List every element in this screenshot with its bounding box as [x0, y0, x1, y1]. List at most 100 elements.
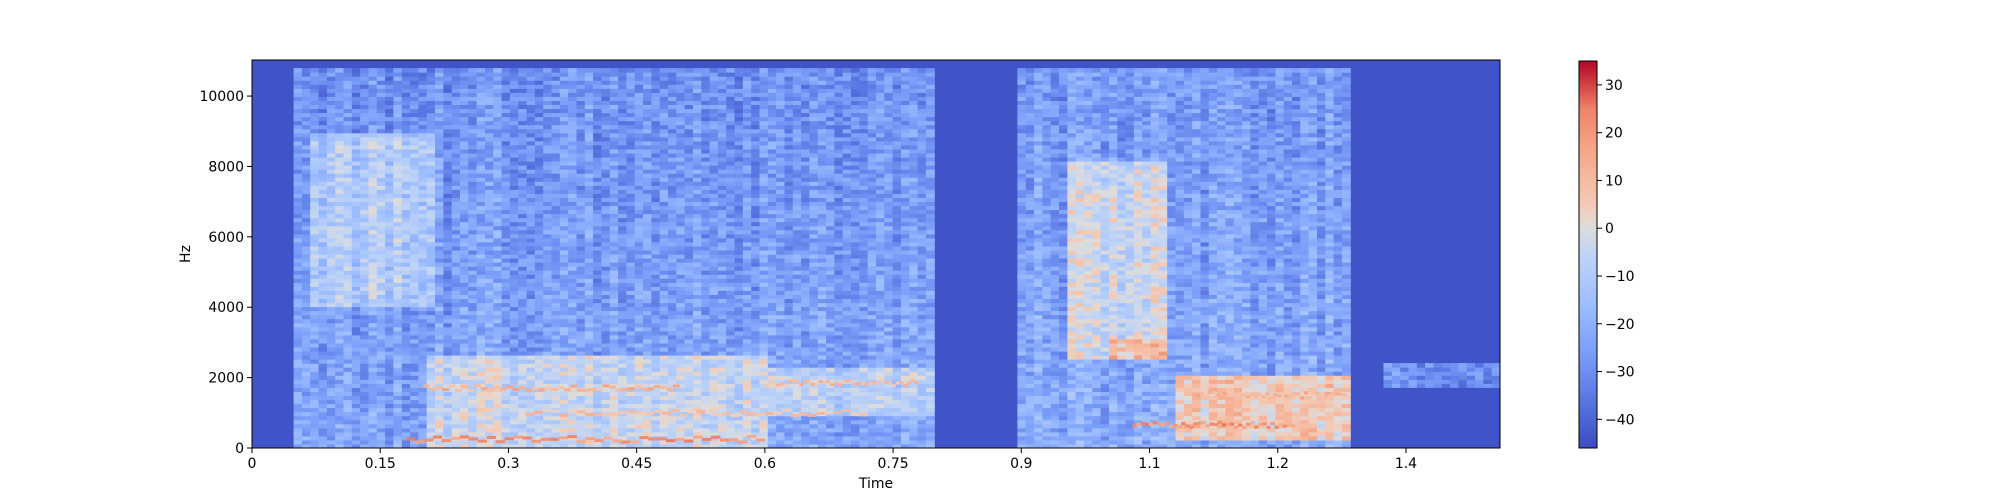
- spectrogram-cell: [601, 201, 611, 207]
- spectrogram-cell: [601, 92, 611, 97]
- spectrogram-cell: [693, 104, 702, 110]
- spectrogram-cell: [318, 411, 328, 417]
- spectrogram-cell: [668, 371, 677, 376]
- spectrogram-cell: [693, 278, 702, 283]
- spectrogram-cell: [468, 116, 478, 122]
- spectrogram-cell: [418, 148, 428, 154]
- spectrogram-cell: [318, 120, 328, 126]
- spectrogram-cell: [717, 197, 727, 202]
- spectrogram-cell: [385, 68, 394, 73]
- spectrogram-cell: [726, 80, 736, 85]
- spectrogram-cell: [701, 444, 711, 448]
- spectrogram-cell: [518, 185, 528, 190]
- spectrogram-cell: [435, 310, 444, 316]
- spectrogram-cell: [726, 254, 736, 259]
- spectrogram-cell: [668, 225, 677, 231]
- spectrogram-cell: [576, 371, 586, 376]
- spectrogram-cell: [701, 233, 711, 239]
- spectrogram-cell: [601, 351, 611, 356]
- spectrogram-cell: [509, 262, 519, 267]
- spectrogram-cell: [360, 189, 370, 194]
- spectrogram-cell: [351, 427, 361, 433]
- spectrogram-cell: [634, 294, 644, 299]
- spectrogram-cell: [526, 221, 536, 227]
- spectrogram-cell: [343, 124, 353, 130]
- spectrogram-cell: [368, 108, 378, 114]
- spectrogram-cell: [435, 120, 444, 126]
- spectrogram-cell: [609, 270, 619, 275]
- spectrogram-cell: [609, 76, 619, 81]
- spectrogram-cell: [476, 371, 486, 376]
- spectrogram-cell: [584, 391, 594, 396]
- spectrogram-cell: [526, 205, 536, 211]
- spectrogram-cell: [693, 407, 702, 413]
- spectrogram-cell: [301, 435, 311, 441]
- spectrogram-cell: [410, 330, 419, 336]
- spectrogram-cell: [426, 407, 436, 413]
- spectrogram-cell: [343, 197, 353, 202]
- spectrogram-cell: [634, 407, 644, 413]
- spectrogram-cell: [451, 302, 461, 308]
- spectrogram-cell: [526, 431, 536, 437]
- spectrogram-cell: [618, 342, 627, 348]
- spectrogram-cell: [601, 399, 611, 405]
- spectrogram-cell: [693, 250, 702, 255]
- spectrogram-cell: [385, 72, 394, 77]
- spectrogram-cell: [368, 347, 378, 352]
- spectrogram-cell: [435, 104, 444, 110]
- spectrogram-cell: [468, 286, 478, 291]
- spectrogram-cell: [676, 189, 686, 194]
- spectrogram-cell: [485, 68, 494, 73]
- spectrogram-cell: [726, 161, 736, 166]
- spectrogram-cell: [717, 136, 727, 142]
- spectrogram-cell: [709, 427, 719, 433]
- spectrogram-cell: [668, 68, 677, 73]
- spectrogram-cell: [518, 181, 528, 186]
- spectrogram-cell: [643, 120, 652, 126]
- spectrogram-cell: [659, 217, 669, 223]
- spectrogram-cell: [584, 371, 594, 376]
- spectrogram-cell: [326, 395, 336, 401]
- spectrogram-cell: [618, 367, 627, 372]
- spectrogram-cell: [485, 229, 494, 235]
- spectrogram-cell: [451, 278, 461, 283]
- spectrogram-cell: [335, 383, 345, 388]
- spectrogram-cell: [643, 205, 652, 211]
- spectrogram-cell: [734, 391, 744, 396]
- spectrogram-cell: [634, 157, 644, 162]
- spectrogram-cell: [609, 241, 619, 247]
- spectrogram-cell: [418, 165, 428, 170]
- spectrogram-cell: [634, 250, 644, 255]
- spectrogram-cell: [601, 347, 611, 352]
- spectrogram-cell: [326, 359, 336, 364]
- spectrogram-cell: [651, 197, 661, 202]
- spectrogram-cell: [451, 132, 461, 138]
- spectrogram-cell: [601, 322, 611, 328]
- spectrogram-cell: [717, 310, 727, 316]
- spectrogram-cell: [634, 444, 644, 448]
- spectrogram-cell: [468, 326, 478, 332]
- spectrogram-cell: [543, 338, 553, 344]
- spectrogram-cell: [526, 201, 536, 207]
- spectrogram-cell: [435, 399, 444, 405]
- spectrogram-cell: [576, 96, 586, 101]
- spectrogram-cell: [410, 411, 419, 417]
- spectrogram-cell: [518, 88, 528, 93]
- spectrogram-cell: [435, 165, 444, 170]
- spectrogram-cell: [293, 193, 303, 198]
- spectrogram-cell: [335, 379, 345, 384]
- spectrogram-cell: [351, 278, 361, 283]
- spectrogram-cell: [493, 68, 503, 73]
- spectrogram-cell: [351, 431, 361, 437]
- spectrogram-cell: [701, 322, 711, 328]
- spectrogram-cell: [534, 286, 544, 291]
- spectrogram-cell: [509, 326, 519, 332]
- spectrogram-cell: [534, 431, 544, 437]
- spectrogram-cell: [418, 387, 428, 392]
- spectrogram-cell: [318, 173, 328, 178]
- spectrogram-cell: [668, 330, 677, 336]
- spectrogram-cell: [435, 68, 444, 73]
- spectrogram-cell: [568, 76, 578, 81]
- spectrogram-cell: [593, 310, 602, 316]
- spectrogram-cell: [410, 132, 419, 138]
